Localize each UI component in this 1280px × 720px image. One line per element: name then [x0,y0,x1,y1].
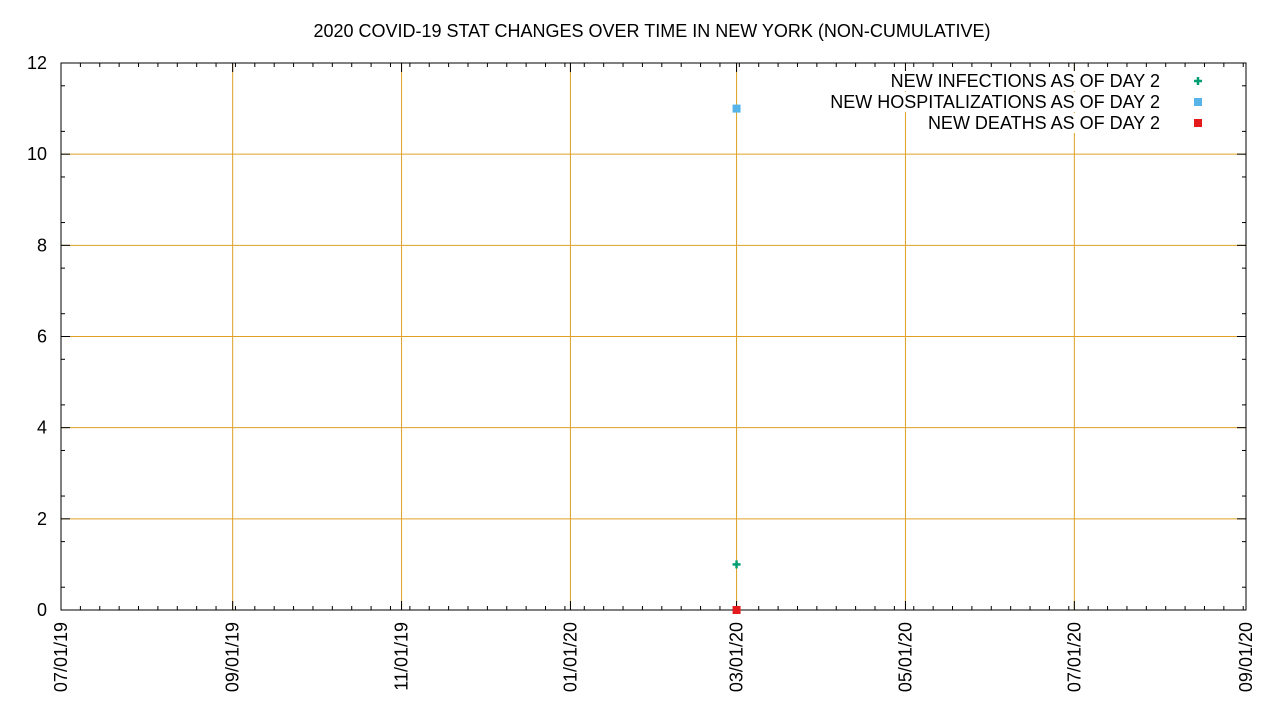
y-tick-label: 6 [37,327,47,347]
legend-label: NEW INFECTIONS AS OF DAY 2 [891,71,1160,91]
y-tick-label: 12 [27,53,47,73]
legend-label: NEW DEATHS AS OF DAY 2 [928,113,1160,133]
x-tick-label: 09/01/19 [223,622,243,692]
y-tick-label: 8 [37,235,47,255]
data-point [732,560,741,569]
x-tick-label: 07/01/20 [1064,622,1084,692]
legend-label-backing [824,92,1166,112]
legend-marker [1194,77,1202,85]
y-tick-label: 10 [27,144,47,164]
legend-label-backing [884,71,1166,91]
x-tick-label: 01/01/20 [560,622,580,692]
grid-lines [61,63,1246,610]
chart-title: 2020 COVID-19 STAT CHANGES OVER TIME IN … [313,21,990,41]
x-tick-label: 05/01/20 [895,622,915,692]
minor-ticks [61,63,1246,610]
x-tick-label: 11/01/19 [392,622,412,691]
plot-frame [60,62,1247,611]
y-tick-label: 0 [37,600,47,620]
data-point [732,104,741,113]
x-tick-label: 09/01/20 [1236,622,1256,692]
x-tick-label: 03/01/20 [727,622,747,692]
y-tick-label: 4 [37,418,47,438]
x-tick-label: 07/01/19 [51,622,71,692]
data-point [732,606,741,614]
y-tick-label: 2 [37,509,47,529]
legend-marker [1194,119,1202,127]
legend-label-backing [921,113,1166,133]
axis-ticks: 0 2 4 6 8 10 12 07/01/19 09/01/19 11/01/19 01/01/2… [27,53,1256,692]
data-points [732,104,741,614]
legend-marker [1194,98,1202,106]
legend-label: NEW HOSPITALIZATIONS AS OF DAY 2 [830,92,1160,112]
